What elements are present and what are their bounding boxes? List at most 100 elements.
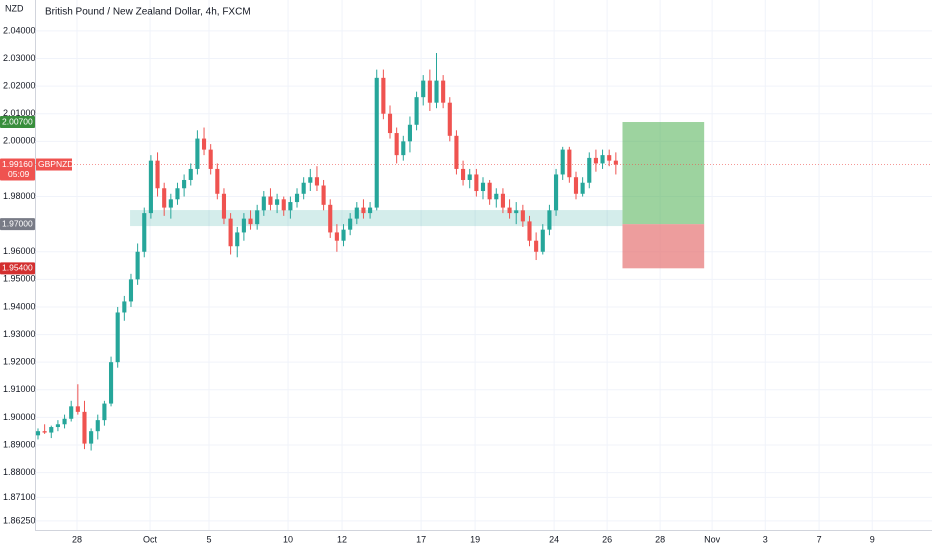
candle-body: [314, 177, 320, 186]
candle-body: [69, 406, 74, 419]
candle-body: [221, 193, 227, 219]
candle-body: [95, 420, 100, 432]
x-tick-label: 17: [416, 534, 426, 544]
candle-body: [308, 177, 313, 183]
candle-body: [148, 160, 153, 214]
y-tick-label: 2.02000: [3, 81, 36, 91]
candle-body: [255, 210, 260, 225]
candle-body: [321, 185, 326, 205]
y-tick-label: 1.96000: [3, 246, 36, 256]
candle-body: [507, 207, 512, 214]
candle-body: [593, 157, 598, 164]
candle-body: [374, 77, 379, 208]
candle-body: [208, 149, 213, 169]
candle-body: [514, 210, 519, 214]
y-tick-label: 2.03000: [3, 53, 36, 63]
candle-body: [447, 102, 452, 136]
candle-body: [188, 168, 193, 180]
x-tick-label: 7: [817, 534, 822, 544]
candle-body: [334, 232, 339, 241]
candle-body: [414, 97, 419, 125]
y-tick-label: 1.89000: [3, 439, 36, 449]
candle-body: [89, 431, 94, 444]
x-tick-label: 10: [283, 534, 293, 544]
candle-body: [427, 80, 432, 103]
candle-body: [573, 177, 579, 194]
last-price-tag-bg: [0, 158, 35, 181]
candle-body: [115, 312, 120, 363]
candle-body: [235, 232, 240, 247]
candle-body: [613, 160, 618, 165]
x-tick-label: Oct: [143, 534, 158, 544]
candle-body: [288, 202, 293, 211]
candle-body: [587, 157, 592, 183]
x-tick-label: 28: [655, 534, 665, 544]
target-tag-label: 2.00700: [2, 116, 33, 126]
candle-body: [474, 174, 479, 192]
candle-body: [108, 362, 114, 404]
candle-body: [248, 218, 253, 225]
y-tick-label: 1.87100: [3, 492, 36, 502]
candle-body: [520, 210, 525, 222]
x-tick-label: 26: [602, 534, 612, 544]
candle-body: [301, 182, 306, 194]
candle-body: [122, 301, 127, 313]
candle-body: [35, 431, 41, 436]
loss-zone: [622, 224, 705, 269]
candle-body: [195, 138, 200, 169]
candle-body: [175, 188, 180, 200]
currency-label: NZD: [5, 3, 24, 13]
candle-body: [600, 155, 605, 164]
candle-body: [168, 199, 173, 208]
candle-body: [500, 193, 505, 208]
candle-body: [55, 424, 60, 428]
entry-tag-label: 1.97000: [2, 218, 33, 228]
candle-body: [348, 218, 353, 230]
candle-body: [401, 141, 406, 156]
stop-tag-label: 1.95400: [2, 263, 33, 273]
y-tick-label: 1.90000: [3, 412, 36, 422]
y-tick-label: 2.04000: [3, 25, 36, 35]
x-tick-label: Nov: [704, 534, 721, 544]
candle-body: [368, 207, 373, 214]
candle-body: [461, 168, 466, 180]
candle-body: [261, 196, 266, 211]
y-tick-label: 2.00000: [3, 136, 36, 146]
candle-body: [75, 406, 80, 412]
x-tick-label: 5: [207, 534, 212, 544]
candle-body: [215, 168, 220, 194]
last-price-label: 1.99160: [2, 159, 33, 169]
candle-body: [487, 182, 492, 200]
candle-body: [421, 80, 426, 98]
y-tick-label: 1.93000: [3, 329, 36, 339]
candle-body: [341, 229, 346, 241]
candle-body: [82, 411, 87, 444]
candle-body: [394, 133, 399, 156]
candle-body: [268, 196, 273, 205]
candle-body: [434, 80, 439, 103]
candle-body: [527, 221, 532, 241]
y-tick-label: 1.92000: [3, 357, 36, 367]
y-tick-label: 1.88000: [3, 467, 36, 477]
x-tick-label: 28: [72, 534, 82, 544]
candle-body: [560, 149, 565, 175]
symbol-label: GBPNZD: [38, 159, 73, 169]
candle-body: [381, 77, 386, 114]
x-tick-label: 9: [870, 534, 875, 544]
x-tick-label: 12: [337, 534, 347, 544]
candle-body: [128, 279, 134, 302]
x-tick-label: 3: [763, 534, 768, 544]
candle-body: [607, 155, 612, 161]
grid: [35, 0, 932, 530]
candle-body: [387, 113, 393, 134]
chart-title: British Pound / New Zealand Dollar, 4h, …: [45, 7, 251, 18]
candle-body: [155, 160, 160, 189]
candle-body: [135, 251, 140, 280]
y-tick-label: 1.98000: [3, 191, 36, 201]
candle-body: [547, 210, 552, 230]
x-tick-label: 19: [470, 534, 480, 544]
candle-body: [281, 199, 286, 211]
candle-body: [42, 431, 47, 433]
candle-body: [328, 204, 333, 233]
